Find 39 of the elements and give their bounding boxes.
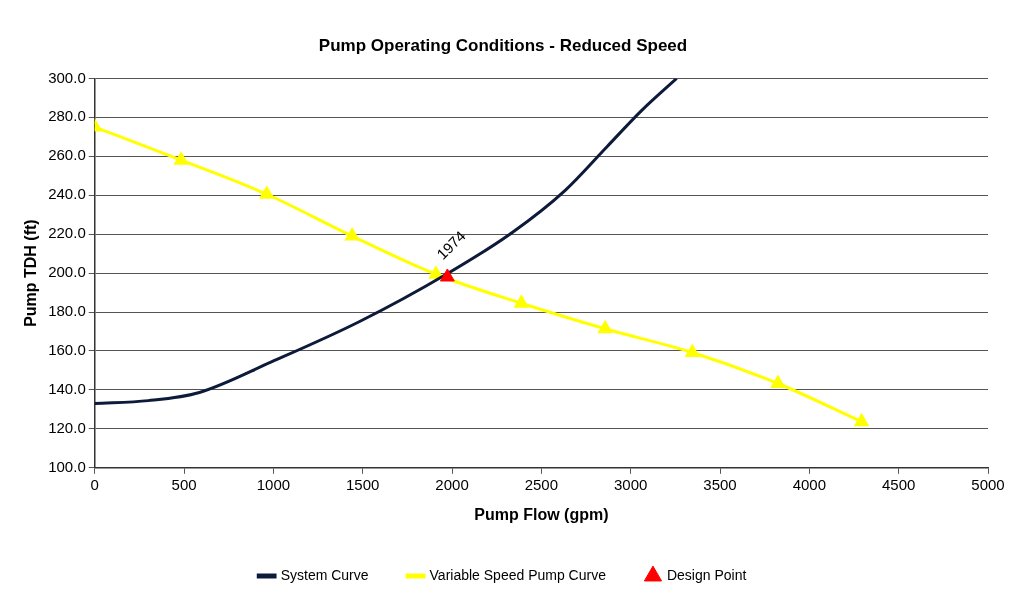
line-series bbox=[94, 78, 679, 406]
y-tick-label: 120.0 bbox=[48, 419, 86, 436]
x-axis-title: Pump Flow (gpm) bbox=[474, 505, 609, 523]
y-tick-label: 100.0 bbox=[48, 457, 86, 475]
point bbox=[598, 321, 612, 334]
point bbox=[429, 266, 443, 279]
y-tick-label: 200.0 bbox=[48, 263, 86, 281]
x-tick-label: 2500 bbox=[524, 475, 559, 493]
point bbox=[771, 376, 785, 388]
x-tick-label: 1000 bbox=[256, 475, 291, 493]
point bbox=[439, 268, 455, 282]
point bbox=[514, 295, 529, 308]
y-tick-label: 180.0 bbox=[48, 302, 86, 320]
x-tick-label: 0 bbox=[90, 475, 99, 493]
point bbox=[685, 345, 700, 358]
y-tick-label: 300.0 bbox=[48, 68, 86, 86]
x-tick-label: 5000 bbox=[971, 475, 1005, 493]
legend-label: Design Point bbox=[666, 566, 747, 583]
legend-label: Variable Speed Pump Curve bbox=[429, 566, 607, 583]
point bbox=[854, 414, 869, 427]
legend-label: System Curve bbox=[280, 566, 369, 583]
point bbox=[345, 228, 359, 241]
y-tick-label: 280.0 bbox=[48, 107, 86, 125]
x-tick-label: 4000 bbox=[792, 475, 827, 493]
x-tick-label: 3000 bbox=[614, 475, 648, 493]
chart-title: Pump Operating Conditions - Reduced Speed bbox=[318, 35, 688, 55]
x-tick-label: 4500 bbox=[881, 475, 916, 493]
x-tick-label: 500 bbox=[171, 475, 197, 493]
x-tick-label: 3500 bbox=[703, 475, 737, 493]
y-tick-label: 260.0 bbox=[48, 146, 86, 164]
y-axis-title: Pump TDH (ft) bbox=[22, 219, 40, 327]
y-tick-label: 240.0 bbox=[48, 185, 86, 203]
point bbox=[174, 152, 188, 165]
point bbox=[260, 186, 274, 199]
x-tick-label: 2000 bbox=[435, 475, 469, 493]
y-tick-label: 140.0 bbox=[48, 380, 86, 398]
x-tick-label: 1500 bbox=[346, 475, 380, 493]
y-tick-label: 160.0 bbox=[48, 341, 86, 359]
y-tick-label: 220.0 bbox=[48, 224, 86, 242]
